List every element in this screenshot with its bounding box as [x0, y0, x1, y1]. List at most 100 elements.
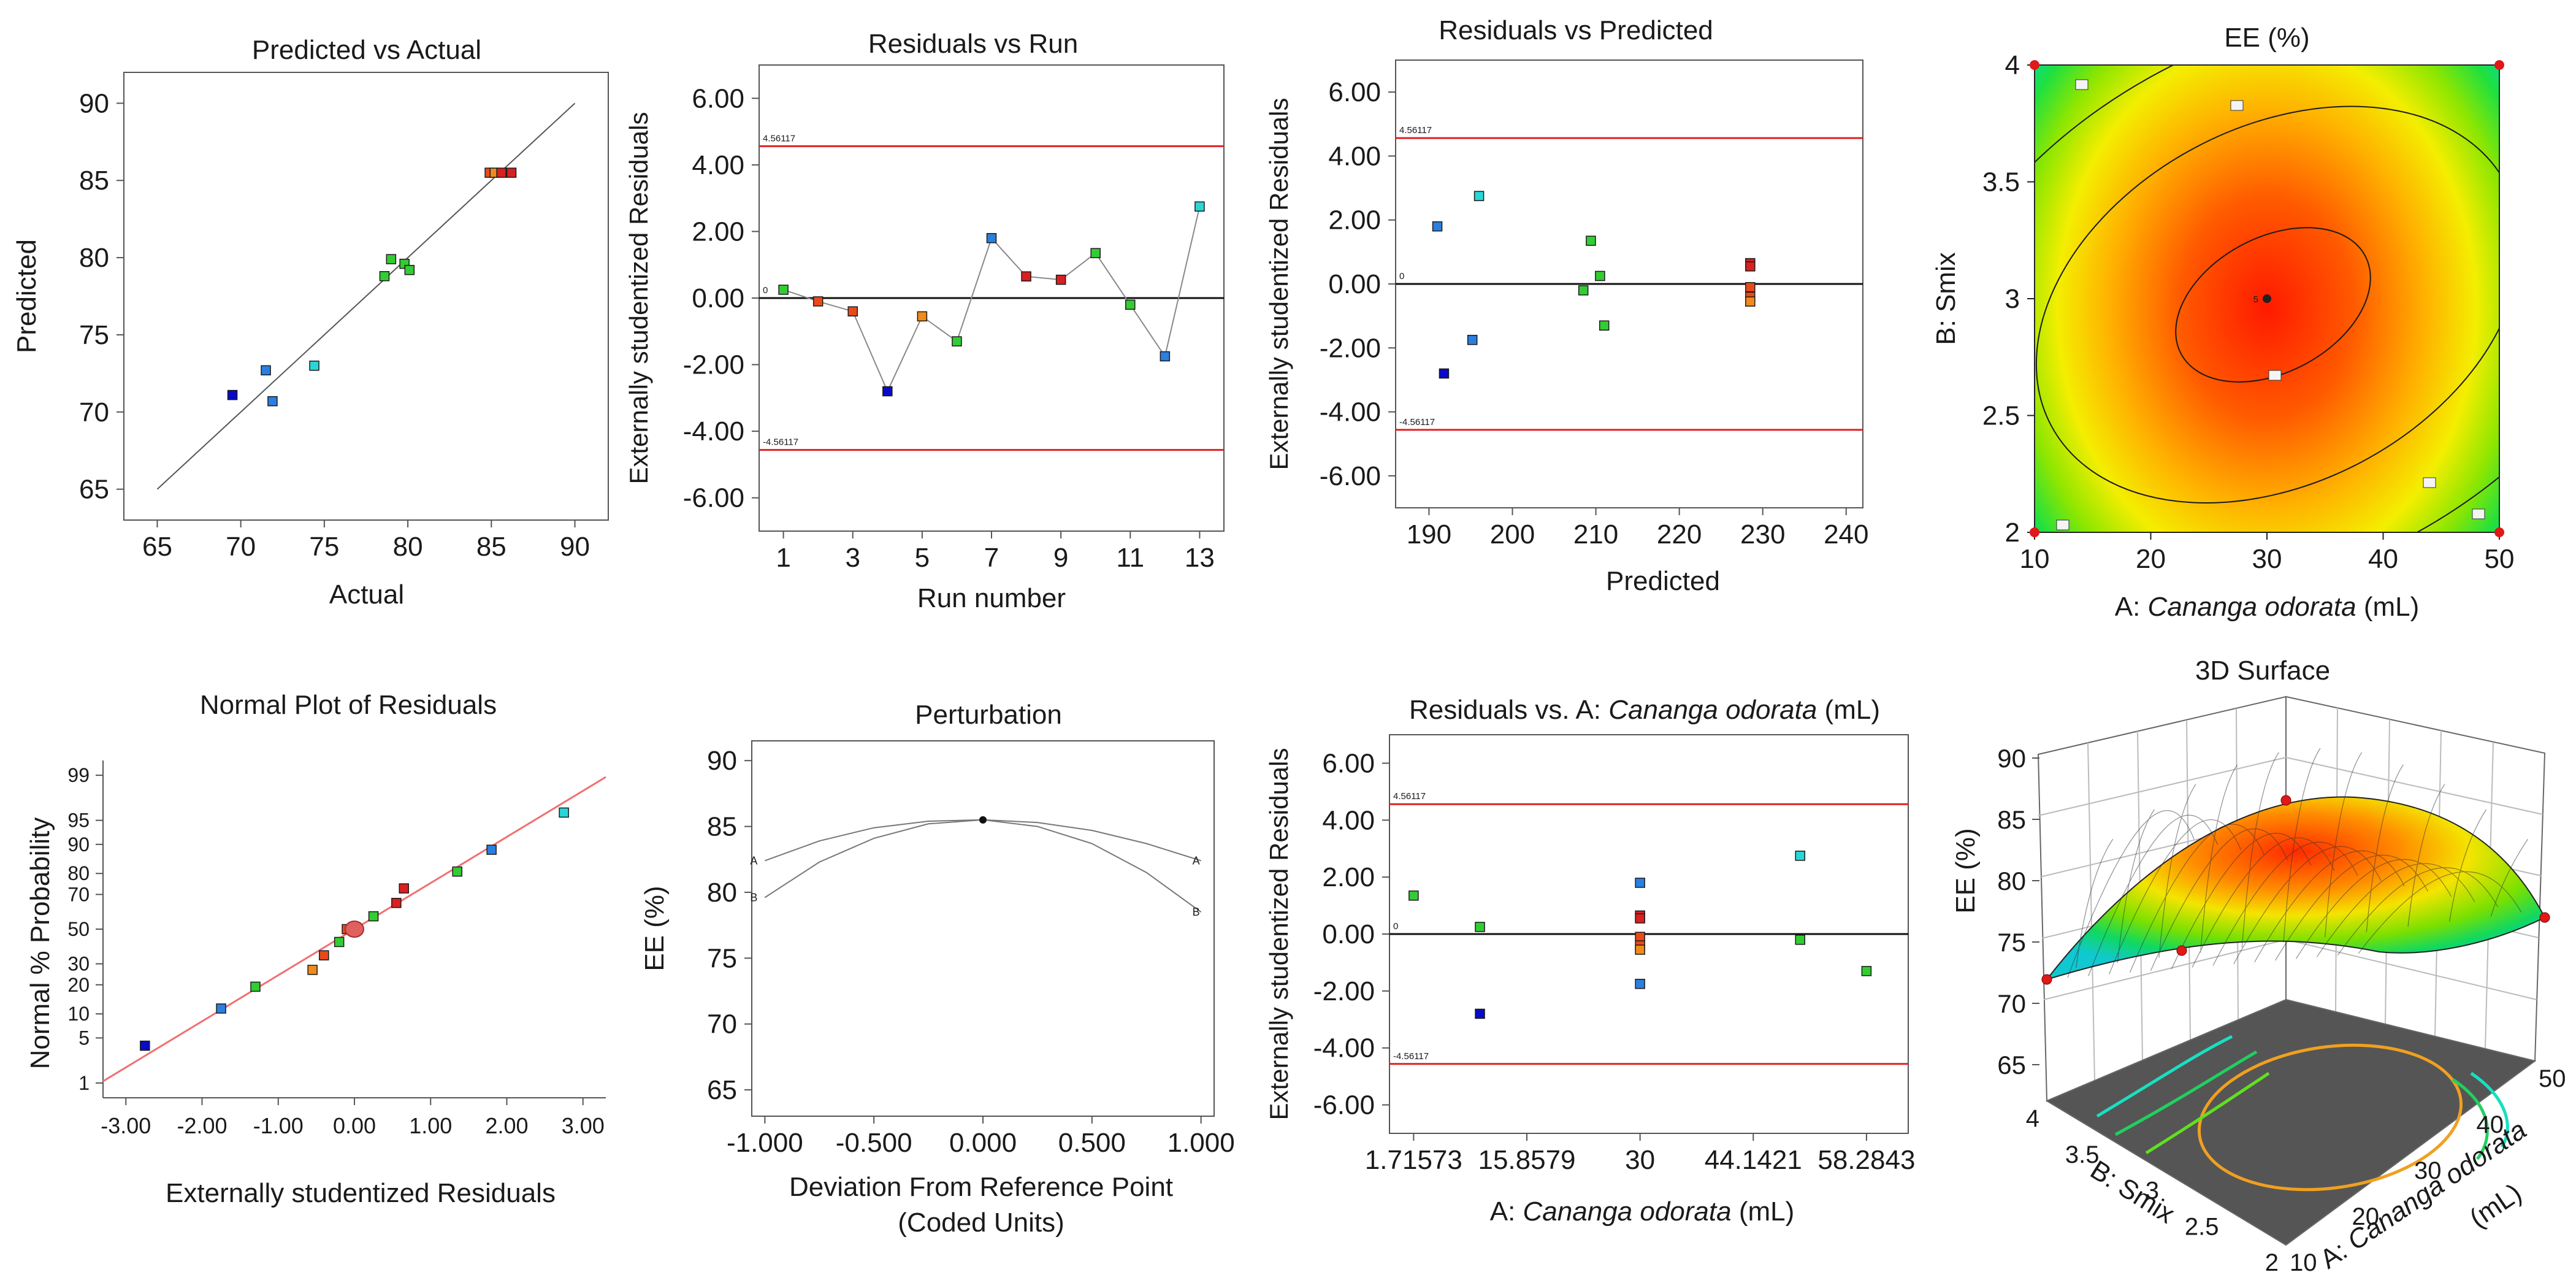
pert-y-ticks: 65 70 75 80 85 90	[707, 746, 752, 1105]
surf-mesh-line	[2358, 871, 2522, 954]
npr-x-tick-label: 3.00	[562, 1113, 605, 1138]
pva-y-ticks: 65 70 75 80 85 90	[79, 88, 124, 505]
surf-design-point	[2176, 945, 2187, 956]
pert-y-tick-label: 70	[707, 1009, 737, 1040]
surf-mesh-line	[2254, 850, 2405, 963]
rvp-title: Residuals vs Predicted	[1439, 15, 1713, 45]
residuals-vs-predicted-chart: Residuals vs Predicted Predicted Externa…	[1264, 15, 1868, 596]
surf-points	[2041, 795, 2550, 985]
pert-x-tick-label: 0.000	[949, 1128, 1017, 1158]
surf-mesh-line	[2150, 828, 2288, 971]
npr-y-tick-label: 50	[67, 918, 90, 940]
rva-title: Residuals vs. A: Cananga odorata (mL)	[1409, 695, 1880, 725]
rvp-y-tick-label: -2.00	[1320, 333, 1381, 363]
surf-design-point	[2280, 795, 2291, 806]
npr-point	[250, 981, 261, 992]
pert-y-tick-label: 85	[707, 812, 737, 842]
surf-mesh-line	[2366, 764, 2404, 932]
rvp-y-tick-label: 4.00	[1328, 141, 1381, 171]
npr-point	[334, 936, 345, 948]
npr-point	[399, 883, 410, 894]
surf-floor-contours	[2096, 1035, 2509, 1192]
rvr-point	[917, 311, 928, 322]
contour-line	[2035, 65, 2499, 532]
surf-mesh-line	[2067, 810, 2195, 978]
rvp-limit-label: 4.56117	[1399, 125, 1432, 136]
surf-mesh-line	[2325, 752, 2363, 938]
surf-x-tick-label: 40	[2477, 1111, 2504, 1138]
rvr-x-axis-label: Run number	[917, 583, 1066, 613]
contour-y-tick-label: 2.5	[1982, 401, 2020, 431]
contour-center-label: 5	[2253, 294, 2258, 305]
rvp-y-tick-label: -4.00	[1320, 397, 1381, 427]
surf-y-ticks: 2 2.5 3 3.5 4	[2026, 1105, 2279, 1276]
npr-point	[486, 844, 497, 855]
pva-point	[379, 271, 390, 281]
pert-title: Perturbation	[915, 700, 1062, 730]
pert-x-axis-label-2: (Coded Units)	[898, 1208, 1064, 1238]
surf-mesh-line	[2316, 863, 2475, 957]
npr-point	[319, 950, 329, 960]
surf-mesh-line	[2129, 824, 2265, 973]
rva-zero-label: 0	[1393, 921, 1398, 932]
rvr-point	[1194, 201, 1205, 212]
rva-y-tick-label: 0.00	[1322, 919, 1375, 949]
surf-mesh-line	[2109, 819, 2241, 975]
rva-x-tick-label: 58.2843	[1817, 1145, 1915, 1175]
rvr-limit-label: 4.56117	[763, 133, 795, 144]
rvr-y-tick-label: 0.00	[692, 283, 744, 313]
pva-point	[261, 365, 271, 376]
rvp-point	[1473, 191, 1485, 201]
rvr-x-tick-label: 7	[984, 543, 999, 573]
rvr-limit-label: -4.56117	[763, 437, 798, 448]
pva-title: Predicted vs Actual	[252, 35, 481, 65]
rvp-point	[1467, 335, 1478, 345]
rvp-x-tick-label: 210	[1573, 519, 1618, 550]
surf-mesh-line	[2337, 867, 2499, 956]
rva-point	[1795, 851, 1805, 861]
npr-y-tick-label: 20	[67, 974, 90, 996]
pert-y-tick-label: 75	[707, 943, 737, 973]
surf-design-point	[2041, 974, 2052, 985]
rvr-y-tick-label: -6.00	[683, 483, 744, 513]
npr-highlight-marker	[345, 921, 364, 938]
pert-series-label-end: A	[1193, 854, 1200, 867]
rva-point	[1635, 878, 1645, 888]
contour-level-box	[2472, 508, 2485, 519]
contour-line	[2035, 105, 2499, 504]
rvr-point	[986, 233, 997, 243]
surf-y-tick-label: 3.5	[2065, 1141, 2100, 1168]
surf-mesh-line	[2490, 838, 2528, 917]
contour-corner-point	[2030, 527, 2039, 537]
rvp-marks: 4.56117 -4.56117 0	[1396, 125, 1863, 431]
pva-reference-line	[156, 102, 576, 490]
rvr-y-tick-label: 2.00	[692, 216, 744, 247]
npr-y-axis-label: Normal % Probability	[25, 818, 55, 1070]
contour-y-tick-label: 3.5	[1982, 167, 2020, 197]
rvp-y-tick-label: 6.00	[1328, 77, 1381, 107]
rvr-marks: 4.56117 -4.56117 0	[759, 133, 1224, 451]
rva-y-tick-label: -6.00	[1313, 1090, 1375, 1120]
pva-point	[267, 396, 278, 407]
surf-y-tick-label: 3	[2146, 1178, 2159, 1204]
rva-x-tick-label: 44.1421	[1705, 1145, 1802, 1175]
pva-point	[227, 389, 238, 400]
contour-x-tick-label: 50	[2485, 544, 2515, 574]
3d-surface-chart: 3D Surface	[1951, 656, 2566, 1276]
rvr-point	[1125, 299, 1136, 310]
residuals-vs-run-chart: Residuals vs Run Run number Externally s…	[624, 29, 1225, 613]
contour-level-box	[2075, 79, 2089, 90]
surf-y-tick-label: 2.5	[2185, 1213, 2219, 1240]
npr-y-tick-label: 5	[78, 1027, 90, 1049]
npr-y-tick-label: 99	[67, 764, 90, 786]
pva-point	[386, 254, 397, 264]
surf-x-axis-label-unit: (mL)	[2464, 1178, 2527, 1233]
npr-x-tick-label: 2.00	[485, 1113, 528, 1138]
pva-point	[404, 264, 415, 275]
surf-y-tick-label: 2	[2265, 1249, 2279, 1276]
surf-z-tick-label: 70	[1997, 989, 2026, 1018]
rvr-y-ticks: -6.00 -4.00 -2.00 0.00 2.00 4.00 6.00	[683, 83, 759, 513]
surf-mesh-line	[2158, 784, 2196, 958]
surf-mesh	[2045, 748, 2546, 981]
